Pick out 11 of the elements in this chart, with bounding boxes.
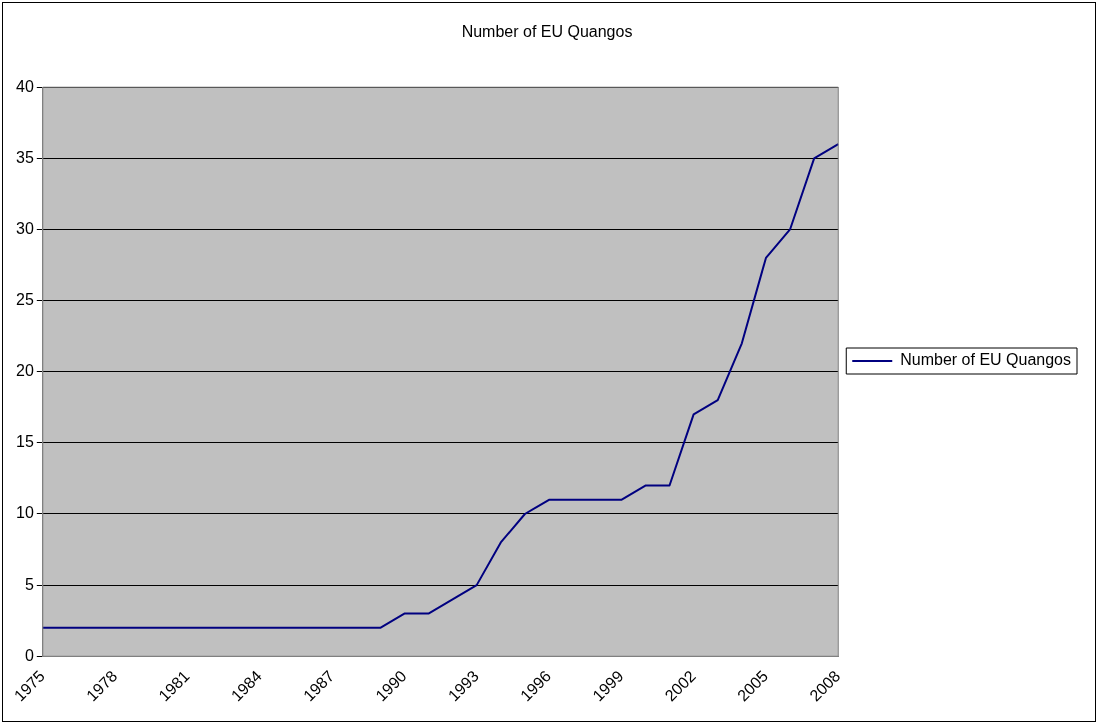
y-tick-label: 0 bbox=[24, 646, 34, 664]
y-tick-label: 15 bbox=[16, 433, 34, 451]
y-tick-label: 35 bbox=[16, 148, 34, 166]
y-tick-label: 10 bbox=[16, 504, 34, 522]
chart-title: Number of EU Quangos bbox=[461, 23, 633, 41]
y-tick-label: 5 bbox=[24, 575, 34, 593]
legend-label: Number of EU Quangos bbox=[900, 351, 1071, 369]
y-tick-label: 25 bbox=[16, 291, 34, 308]
y-tick-label: 40 bbox=[16, 77, 34, 95]
y-tick-label: 30 bbox=[16, 219, 34, 237]
y-tick-label: 20 bbox=[16, 362, 34, 380]
